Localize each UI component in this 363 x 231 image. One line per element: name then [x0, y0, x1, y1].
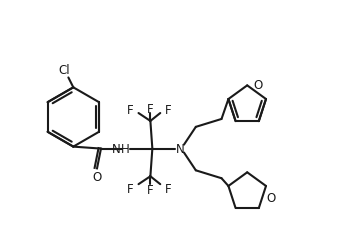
Text: N: N	[176, 143, 184, 155]
Text: F: F	[165, 182, 171, 195]
Text: Cl: Cl	[58, 64, 70, 77]
Text: F: F	[165, 103, 171, 116]
Text: N: N	[112, 143, 121, 155]
Text: F: F	[127, 182, 134, 195]
Text: F: F	[147, 183, 154, 196]
Text: O: O	[267, 191, 276, 204]
Text: F: F	[127, 103, 134, 116]
Text: H: H	[121, 143, 130, 155]
Text: F: F	[147, 102, 154, 115]
Text: O: O	[93, 170, 102, 183]
Text: O: O	[253, 79, 262, 91]
